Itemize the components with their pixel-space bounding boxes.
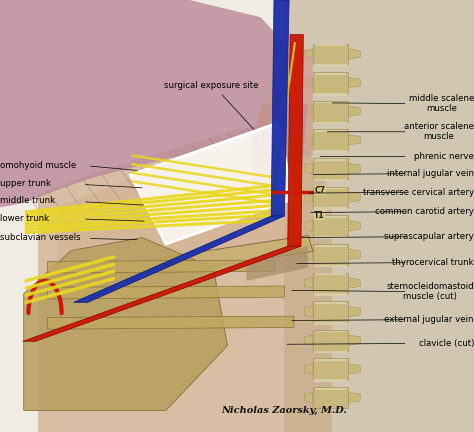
Polygon shape — [284, 0, 474, 432]
Text: common carotid artery: common carotid artery — [375, 207, 474, 216]
Text: suprascapular artery: suprascapular artery — [384, 232, 474, 241]
Polygon shape — [313, 44, 348, 64]
Polygon shape — [315, 273, 346, 275]
Polygon shape — [314, 236, 347, 238]
Text: omohyoid muscle: omohyoid muscle — [0, 161, 76, 169]
Text: internal jugular vein: internal jugular vein — [387, 169, 474, 178]
Polygon shape — [348, 163, 360, 174]
Polygon shape — [313, 101, 348, 122]
Polygon shape — [315, 245, 346, 247]
Polygon shape — [315, 130, 346, 132]
Polygon shape — [304, 364, 313, 374]
Polygon shape — [314, 207, 347, 210]
Polygon shape — [47, 316, 294, 329]
Polygon shape — [47, 260, 275, 273]
Polygon shape — [304, 220, 313, 231]
Polygon shape — [304, 249, 313, 260]
Text: Nicholas Zaorsky, M.D.: Nicholas Zaorsky, M.D. — [221, 406, 347, 415]
Polygon shape — [304, 278, 313, 288]
Polygon shape — [313, 301, 348, 322]
Text: clavicle (cut): clavicle (cut) — [419, 339, 474, 348]
Polygon shape — [304, 163, 313, 174]
Polygon shape — [315, 73, 346, 75]
Polygon shape — [314, 293, 347, 296]
Polygon shape — [315, 44, 346, 46]
Polygon shape — [313, 187, 348, 207]
Polygon shape — [23, 246, 301, 341]
Text: anterior scalene
muscle: anterior scalene muscle — [404, 122, 474, 141]
Polygon shape — [314, 351, 347, 353]
Polygon shape — [314, 179, 347, 181]
Polygon shape — [38, 121, 332, 432]
Polygon shape — [73, 216, 284, 302]
Polygon shape — [348, 77, 360, 88]
Polygon shape — [24, 238, 228, 410]
Polygon shape — [38, 235, 313, 292]
Polygon shape — [313, 359, 348, 379]
Polygon shape — [288, 35, 303, 246]
Polygon shape — [348, 106, 360, 117]
Polygon shape — [313, 158, 348, 179]
Polygon shape — [130, 123, 294, 244]
Polygon shape — [313, 244, 348, 265]
Polygon shape — [304, 135, 313, 145]
Polygon shape — [315, 331, 346, 333]
Polygon shape — [251, 104, 308, 192]
Polygon shape — [304, 49, 313, 59]
Text: T1: T1 — [314, 211, 325, 219]
Polygon shape — [304, 392, 313, 403]
Polygon shape — [246, 246, 308, 281]
Polygon shape — [0, 0, 299, 207]
Polygon shape — [314, 64, 347, 67]
Text: C7: C7 — [315, 186, 326, 194]
Polygon shape — [304, 192, 313, 202]
Text: transverse cervical artery: transverse cervical artery — [363, 188, 474, 197]
Polygon shape — [315, 102, 346, 104]
Polygon shape — [348, 306, 360, 317]
Polygon shape — [315, 302, 346, 304]
Polygon shape — [304, 306, 313, 317]
Text: surgical exposure site: surgical exposure site — [164, 81, 258, 90]
Polygon shape — [57, 138, 308, 302]
Polygon shape — [314, 122, 347, 124]
Polygon shape — [315, 187, 346, 189]
Polygon shape — [304, 77, 313, 88]
Polygon shape — [348, 192, 360, 202]
Polygon shape — [315, 216, 346, 218]
Polygon shape — [313, 72, 348, 93]
Text: sternocleidomastoid
muscle (cut): sternocleidomastoid muscle (cut) — [386, 282, 474, 301]
Polygon shape — [314, 379, 347, 382]
Polygon shape — [304, 335, 313, 346]
Text: middle scalene
muscle: middle scalene muscle — [409, 94, 474, 113]
Polygon shape — [271, 0, 289, 216]
Polygon shape — [313, 216, 348, 236]
Polygon shape — [261, 56, 313, 156]
Polygon shape — [348, 49, 360, 59]
Text: middle trunk: middle trunk — [0, 197, 55, 205]
Polygon shape — [315, 159, 346, 161]
Polygon shape — [314, 93, 347, 95]
Polygon shape — [348, 364, 360, 374]
Polygon shape — [47, 286, 284, 299]
Text: external jugular vein: external jugular vein — [384, 315, 474, 324]
Polygon shape — [348, 392, 360, 403]
Polygon shape — [315, 359, 346, 361]
Polygon shape — [348, 335, 360, 346]
Polygon shape — [348, 278, 360, 288]
Text: thyrocervical trunk: thyrocervical trunk — [392, 258, 474, 267]
Text: subclavian vessels: subclavian vessels — [0, 233, 81, 242]
Polygon shape — [348, 135, 360, 145]
Text: lower trunk: lower trunk — [0, 214, 49, 222]
Polygon shape — [314, 150, 347, 153]
Polygon shape — [313, 387, 348, 408]
Polygon shape — [314, 265, 347, 267]
Polygon shape — [315, 388, 346, 390]
Polygon shape — [313, 330, 348, 351]
Polygon shape — [314, 322, 347, 324]
Polygon shape — [304, 106, 313, 117]
Polygon shape — [313, 273, 348, 293]
Text: upper trunk: upper trunk — [0, 179, 51, 188]
Text: phrenic nerve: phrenic nerve — [414, 152, 474, 161]
Polygon shape — [313, 130, 348, 150]
